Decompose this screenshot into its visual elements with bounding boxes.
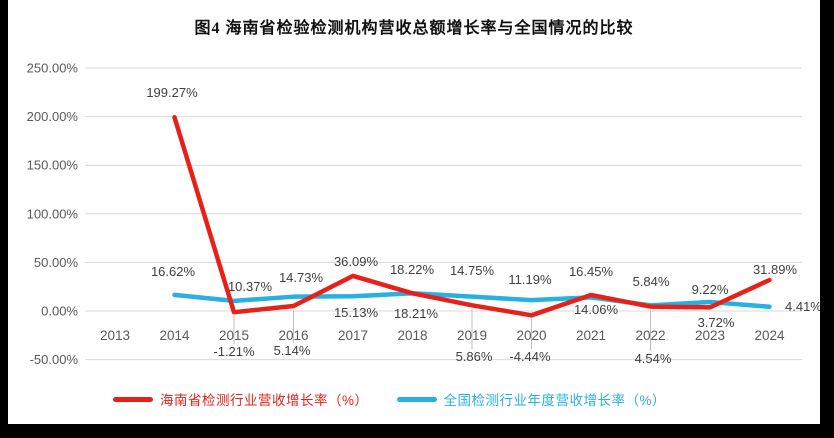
x-axis-tick-label: 2017 — [338, 328, 368, 343]
national-data-label-2015: 10.37% — [228, 279, 273, 294]
chart-area: 图4 海南省检验检测机构营收总额增长率与全国情况的比较 250.00% 200.0… — [8, 0, 820, 424]
hainan-data-label-2024: 31.89% — [753, 262, 798, 277]
line-chart-plot: 250.00% 200.00% 150.00% 100.00% 50.00% 0.00% -… — [27, 61, 820, 368]
chart-legend: 海南省检测行业营收增长率（%） 全国检测行业年度营收增长率（%） — [113, 390, 684, 408]
national-data-label-2023: 9.22% — [692, 282, 729, 297]
x-axis-tick-label: 2024 — [754, 328, 785, 343]
national-series-line — [172, 291, 772, 309]
hainan-data-label-2021: 16.45% — [569, 264, 614, 279]
x-axis-tick-label: 2013 — [100, 328, 130, 343]
hainan-data-label-2016: 5.14% — [274, 343, 311, 358]
national-data-label-2024: 4.41% — [785, 299, 820, 314]
national-series-line-icon — [396, 396, 437, 402]
x-axis-tick-label: 2021 — [576, 328, 606, 343]
national-data-label-2019: 14.75% — [450, 263, 495, 278]
y-axis-tick-label: 50.00% — [34, 255, 79, 270]
y-axis-tick-label: 0.00% — [41, 304, 78, 319]
hainan-series-line-icon — [113, 396, 153, 402]
national-data-label-2016: 14.73% — [279, 270, 324, 285]
national-data-label-2022: 5.84% — [633, 274, 670, 289]
y-axis-tick-label: 150.00% — [27, 158, 79, 173]
y-axis-tick-label: 250.00% — [27, 61, 79, 76]
hainan-data-label-2019: 5.86% — [456, 349, 493, 364]
hainan-data-label-2014: 199.27% — [146, 85, 198, 100]
x-axis-tick-label: 2018 — [397, 328, 427, 343]
legend-label-national: 全国检测行业年度营收增长率（%） — [443, 393, 667, 408]
hainan-data-label-2023: 3.72% — [698, 315, 735, 330]
hainan-data-label-2020: -4.44% — [509, 349, 551, 364]
national-data-label-2017: 15.13% — [334, 305, 379, 320]
x-axis-tick-label: 2014 — [159, 328, 190, 343]
x-axis-tick-label: 2023 — [695, 328, 725, 343]
hainan-data-label-2022: 4.54% — [635, 351, 672, 366]
y-axis-tick-label: 200.00% — [27, 109, 79, 124]
chart-title: 图4 海南省检验检测机构营收总额增长率与全国情况的比较 — [194, 20, 634, 37]
hainan-data-label-2018: 18.22% — [390, 262, 435, 277]
national-data-label-2021: 14.06% — [574, 302, 619, 317]
national-data-label-2018: 18.21% — [394, 306, 439, 321]
national-data-label-2014: 16.62% — [151, 264, 196, 279]
legend-item-hainan: 海南省检测行业营收增长率（%） — [113, 389, 369, 409]
y-axis-tick-label: -50.00% — [30, 352, 79, 367]
hainan-series-line — [172, 115, 772, 318]
legend-item-national: 全国检测行业年度营收增长率（%） — [396, 389, 667, 409]
national-data-label-2020: 11.19% — [508, 272, 552, 287]
hainan-data-label-2017: 36.09% — [334, 254, 379, 269]
hainan-data-label-2015: -1.21% — [213, 344, 255, 359]
legend-label-hainan: 海南省检测行业营收增长率（%） — [160, 393, 369, 408]
y-axis-tick-label: 100.00% — [27, 206, 79, 221]
